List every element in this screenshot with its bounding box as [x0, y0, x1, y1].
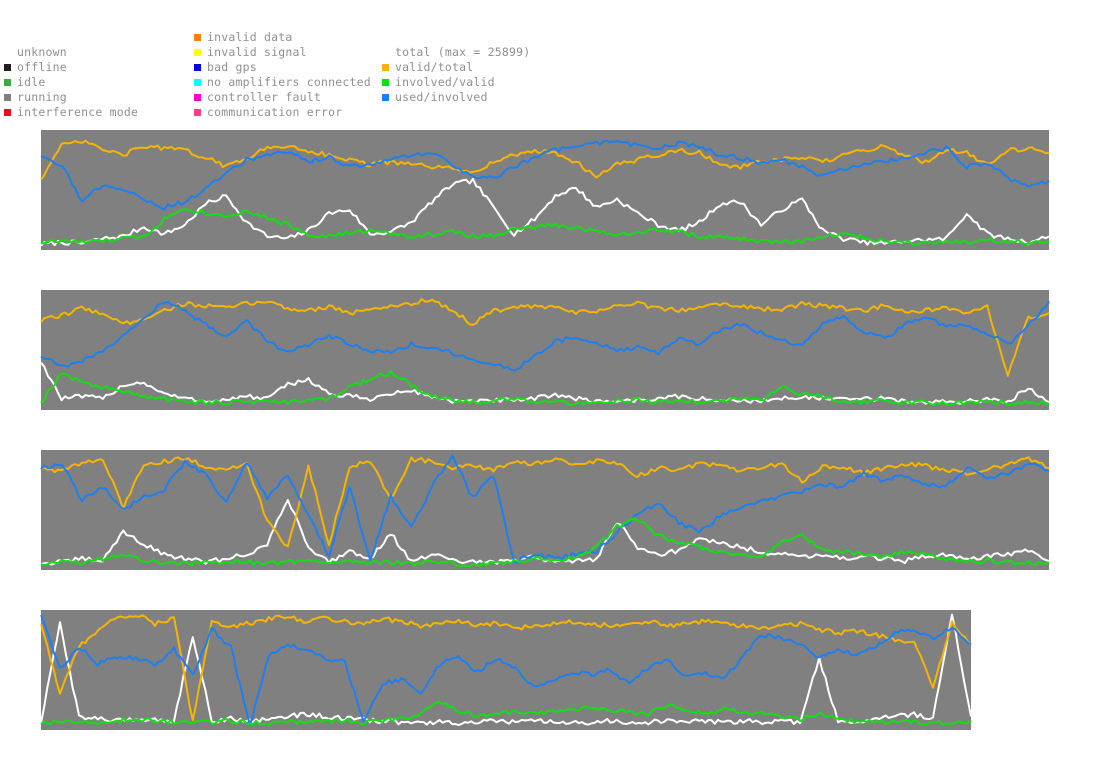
- series-line-used-involved: [40, 139, 1050, 211]
- legend-label: bad gps: [207, 60, 257, 74]
- series-line-used-involved: [40, 454, 1049, 564]
- legend-item: valid/total: [382, 60, 473, 74]
- legend-label: valid/total: [395, 60, 474, 74]
- legend-item: offline: [4, 60, 67, 74]
- legend-item: no amplifiers connected: [194, 75, 371, 89]
- series-line-involved-valid: [40, 701, 972, 727]
- series-line-valid-total: [40, 614, 972, 722]
- legend-swatch: [194, 48, 201, 56]
- series-line-total: [40, 613, 972, 727]
- legend-label: total (max = 25899): [395, 45, 531, 59]
- legend-label: no amplifiers connected: [207, 75, 371, 89]
- chart-panel-3: [40, 450, 1050, 570]
- legend-item: used/involved: [382, 90, 488, 104]
- legend-item: controller fault: [194, 90, 321, 104]
- series-line-used-involved: [40, 614, 972, 726]
- legend-swatch: [194, 78, 201, 86]
- legend-item: running: [4, 90, 67, 104]
- legend-swatch: [194, 63, 201, 71]
- legend-label: interference mode: [17, 105, 139, 119]
- legend-label: unknown: [17, 45, 67, 59]
- chart-panel-2: [40, 290, 1050, 410]
- series-line-valid-total: [40, 298, 1050, 377]
- legend-swatch: [194, 93, 201, 101]
- legend-label: running: [17, 90, 67, 104]
- legend-label: offline: [17, 60, 67, 74]
- legend-item: invalid data: [194, 30, 292, 44]
- legend-swatch: [382, 63, 389, 71]
- chart-background-running: [41, 130, 1049, 250]
- legend-swatch: [382, 93, 389, 101]
- legend-item: interference mode: [4, 105, 138, 119]
- legend-label: communication error: [207, 105, 343, 119]
- series-line-valid-total: [40, 456, 1050, 548]
- legend-label: invalid signal: [207, 45, 307, 59]
- chart-panel-1: [40, 130, 1050, 250]
- legend-label: controller fault: [207, 90, 321, 104]
- series-line-involved-valid: [40, 208, 1050, 246]
- legend-item: unknown: [4, 45, 67, 59]
- legend-label: invalid data: [207, 30, 293, 44]
- legend-swatch: [194, 33, 201, 41]
- legend-swatch: [4, 108, 11, 116]
- legend-item: total (max = 25899): [382, 45, 530, 59]
- legend-swatch: [4, 93, 11, 101]
- legend-swatch: [4, 78, 11, 86]
- legend-swatch: [4, 63, 11, 71]
- legend-item: idle: [4, 75, 46, 89]
- series-line-valid-total: [40, 139, 1050, 181]
- series-line-used-involved: [40, 300, 1050, 372]
- legend-label: idle: [17, 75, 46, 89]
- legend-item: involved/valid: [382, 75, 495, 89]
- legend-swatch: [382, 78, 389, 86]
- legend-item: communication error: [194, 105, 342, 119]
- legend-label: involved/valid: [395, 75, 495, 89]
- series-line-total: [40, 177, 1050, 247]
- legend-swatch: [194, 108, 201, 116]
- legend-label: used/involved: [395, 90, 488, 104]
- series-line-involved-valid: [40, 517, 1050, 568]
- series-line-involved-valid: [40, 370, 1050, 407]
- legend-item: bad gps: [194, 60, 257, 74]
- series-line-total: [40, 499, 1050, 566]
- chart-panel-4: [40, 610, 972, 730]
- legend-item: invalid signal: [194, 45, 307, 59]
